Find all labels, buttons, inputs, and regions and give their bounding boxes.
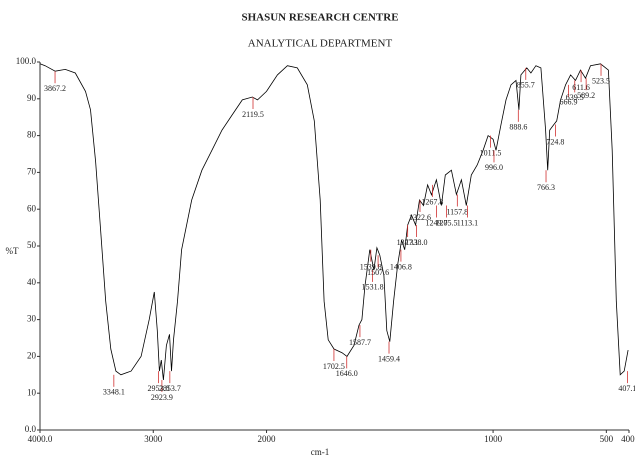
peak-label: 1377.1: [397, 238, 419, 247]
peak-label: 589.2: [577, 91, 595, 100]
peak-label: 996.0: [485, 163, 503, 172]
peak-label: 1157.8: [446, 207, 468, 216]
peak-label: 1249.7: [426, 218, 448, 227]
peak-label: 1587.7: [349, 338, 371, 347]
peak-label: 888.6: [509, 123, 527, 132]
y-tick-label: 100.0: [16, 56, 37, 66]
y-tick-label: 0.0: [25, 424, 37, 434]
spectrum-line: [39, 63, 629, 381]
peak-label: 1531.8: [362, 283, 384, 292]
peak-label: 2853.7: [159, 384, 181, 393]
peak-label: 2953.8: [148, 384, 170, 393]
x-tick-label: 1000: [484, 434, 503, 444]
peak-label: 1322.6: [409, 213, 431, 222]
y-tick-label: 60: [27, 203, 37, 213]
y-axis-label: %T: [6, 246, 19, 256]
peak-label: 639.5: [566, 93, 584, 102]
y-tick-label: 20: [27, 350, 37, 360]
x-tick-label: 400.: [621, 434, 635, 444]
x-axis-label: cm-1: [311, 447, 330, 457]
peak-label: 1338.0: [406, 238, 428, 247]
peak-label: 3348.1: [103, 388, 125, 397]
chart-title: SHASUN RESEARCH CENTRE: [241, 12, 398, 24]
peak-label: 766.3: [537, 183, 555, 192]
peak-label: 3867.2: [44, 84, 66, 93]
y-tick-label: 10: [27, 387, 37, 397]
peak-label: 1267.8: [421, 198, 443, 207]
x-tick-label: 2000: [258, 434, 277, 444]
peak-label: 1646.0: [336, 369, 358, 378]
peak-label: 666.9: [560, 98, 578, 107]
peak-label: 611.6: [572, 83, 590, 92]
peak-label: 1702.5: [323, 362, 345, 371]
y-tick-label: 50: [27, 240, 37, 250]
peak-label: 1011.5: [480, 148, 502, 157]
peak-label: 1539.8: [360, 263, 382, 272]
x-tick-label: 3000: [144, 434, 163, 444]
chart-subtitle: ANALYTICAL DEPARTMENT: [248, 38, 393, 50]
peak-label: 2923.9: [151, 393, 173, 402]
y-tick-label: 40: [27, 277, 37, 287]
peak-label: 1507.6: [367, 268, 389, 277]
peak-label: 1113.1: [457, 218, 478, 227]
x-tick-label: 4000.0: [28, 434, 53, 444]
y-tick-label: 30: [27, 314, 37, 324]
y-tick-label: 70: [27, 166, 37, 176]
peak-label: 523.5: [592, 77, 610, 86]
y-tick-label: 90: [27, 93, 37, 103]
peak-label: 407.1: [618, 384, 635, 393]
peak-label: 1459.4: [378, 355, 400, 364]
peak-label: 1205.5: [436, 218, 458, 227]
peak-label: 2119.5: [242, 110, 264, 119]
peak-label: 1406.8: [390, 263, 412, 272]
x-tick-label: 500: [600, 434, 614, 444]
peak-label: 855.7: [517, 81, 535, 90]
y-tick-label: 80: [27, 130, 37, 140]
peak-label: 724.8: [546, 137, 564, 146]
